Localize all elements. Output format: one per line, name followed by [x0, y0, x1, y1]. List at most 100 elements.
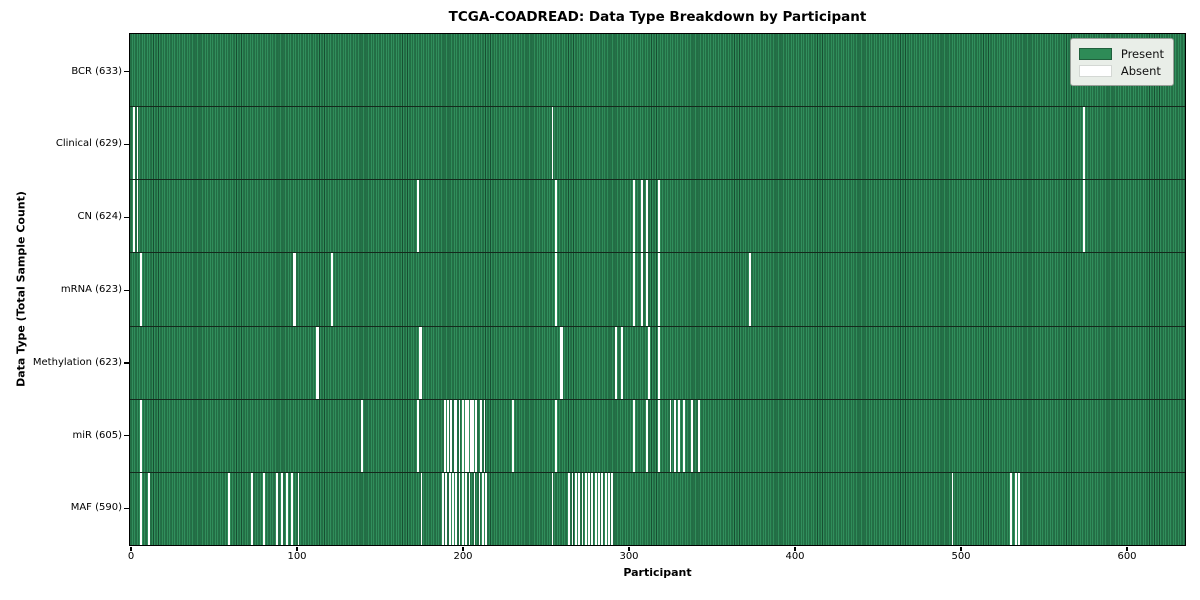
absent-mark	[450, 399, 453, 472]
absent-mark	[554, 399, 557, 472]
absent-mark	[578, 472, 580, 545]
heatmap-row-mir	[130, 399, 1185, 473]
absent-mark	[674, 399, 677, 472]
absent-mark	[462, 399, 464, 472]
absent-mark	[1082, 180, 1085, 253]
x-tick-label-500: 500	[951, 551, 971, 562]
x-tick-mark	[130, 546, 132, 551]
y-tick-label-mir: miR (605)	[72, 429, 122, 441]
absent-mark	[455, 472, 458, 545]
x-tick-mark	[628, 546, 630, 551]
legend-absent-label: Absent	[1120, 63, 1161, 78]
absent-mark	[551, 107, 554, 180]
y-tick-mark	[124, 143, 129, 146]
absent-mark	[647, 326, 650, 399]
absent-mark	[475, 399, 478, 472]
x-tick-label-400: 400	[785, 551, 805, 562]
absent-mark	[584, 472, 587, 545]
absent-mark	[468, 472, 471, 545]
y-tick-mark	[124, 216, 129, 218]
absent-mark	[682, 399, 685, 472]
y-tick-label-maf: MAF (590)	[70, 502, 122, 514]
legend: Present Absent	[1069, 38, 1174, 86]
absent-mark	[452, 472, 454, 545]
y-tick-mark	[124, 435, 129, 437]
absent-mark	[485, 472, 488, 545]
x-tick-mark	[794, 546, 796, 551]
absent-mark	[262, 472, 265, 545]
absent-mark	[276, 472, 278, 545]
x-tick-label-0: 0	[127, 551, 135, 562]
y-tick-label-methylation: Methylation (623)	[32, 356, 122, 368]
absent-mark	[641, 253, 644, 326]
absent-mark	[445, 472, 448, 545]
absent-mark	[139, 399, 142, 472]
absent-mark	[330, 253, 333, 326]
absent-mark	[473, 472, 476, 545]
absent-mark	[462, 472, 464, 545]
absent-mark	[317, 326, 320, 399]
y-tick-mark	[124, 71, 129, 73]
absent-mark	[465, 399, 468, 472]
absent-mark	[1009, 472, 1012, 545]
legend-present-label: Present	[1120, 46, 1164, 61]
absent-mark	[551, 472, 554, 545]
legend-entry-present: Present	[1078, 45, 1164, 62]
absent-mark	[604, 472, 607, 545]
absent-mark	[455, 399, 458, 472]
x-tick-label-200: 200	[453, 551, 473, 562]
absent-mark	[420, 472, 423, 545]
heatmap-row-methylation	[130, 326, 1185, 400]
absent-mark	[594, 472, 597, 545]
absent-mark	[418, 326, 421, 399]
absent-mark	[448, 472, 451, 545]
absent-mark	[614, 326, 617, 399]
heatmap-row-cn	[130, 180, 1185, 254]
absent-mark	[1018, 472, 1020, 545]
plot-area: Present Absent	[129, 33, 1186, 546]
absent-mark	[608, 472, 610, 545]
absent-mark	[292, 253, 295, 326]
absent-mark	[657, 180, 660, 253]
absent-mark	[1082, 107, 1085, 180]
absent-mark	[669, 399, 672, 472]
heatmap-rows	[130, 34, 1185, 545]
absent-mark	[646, 253, 649, 326]
absent-mark	[571, 472, 574, 545]
absent-mark	[417, 180, 419, 253]
absent-mark	[465, 472, 468, 545]
absent-mark	[657, 253, 660, 326]
heatmap-row-maf	[130, 472, 1185, 545]
absent-mark	[478, 472, 481, 545]
chart-title: TCGA-COADREAD: Data Type Breakdown by Pa…	[448, 9, 867, 25]
heatmap-row-mrna	[130, 253, 1185, 327]
absent-mark	[511, 399, 514, 472]
absent-mark	[139, 253, 142, 326]
absent-mark	[442, 472, 444, 545]
absent-mark	[559, 326, 562, 399]
y-tick-mark	[124, 507, 129, 510]
absent-mark	[286, 472, 288, 545]
absent-mark	[554, 253, 557, 326]
absent-mark	[133, 180, 136, 253]
absent-mark	[561, 326, 564, 399]
y-tick-mark	[124, 289, 129, 291]
absent-mark	[483, 399, 486, 472]
x-tick-mark	[960, 546, 962, 551]
absent-mark	[417, 399, 419, 472]
absent-mark	[554, 180, 557, 253]
absent-mark	[139, 472, 142, 545]
absent-mark	[148, 472, 151, 545]
y-tick-label-mrna: mRNA (623)	[60, 284, 122, 295]
absent-mark	[480, 399, 483, 472]
heatmap-row-clinical	[130, 107, 1185, 181]
absent-mark	[641, 180, 644, 253]
absent-mark	[657, 326, 660, 399]
x-tick-label-300: 300	[619, 551, 639, 562]
y-tick-label-bcr: BCR (633)	[71, 65, 122, 77]
heatmap-row-bcr	[130, 34, 1185, 108]
absent-mark	[574, 472, 577, 545]
absent-mark	[598, 472, 600, 545]
absent-mark	[611, 472, 614, 545]
